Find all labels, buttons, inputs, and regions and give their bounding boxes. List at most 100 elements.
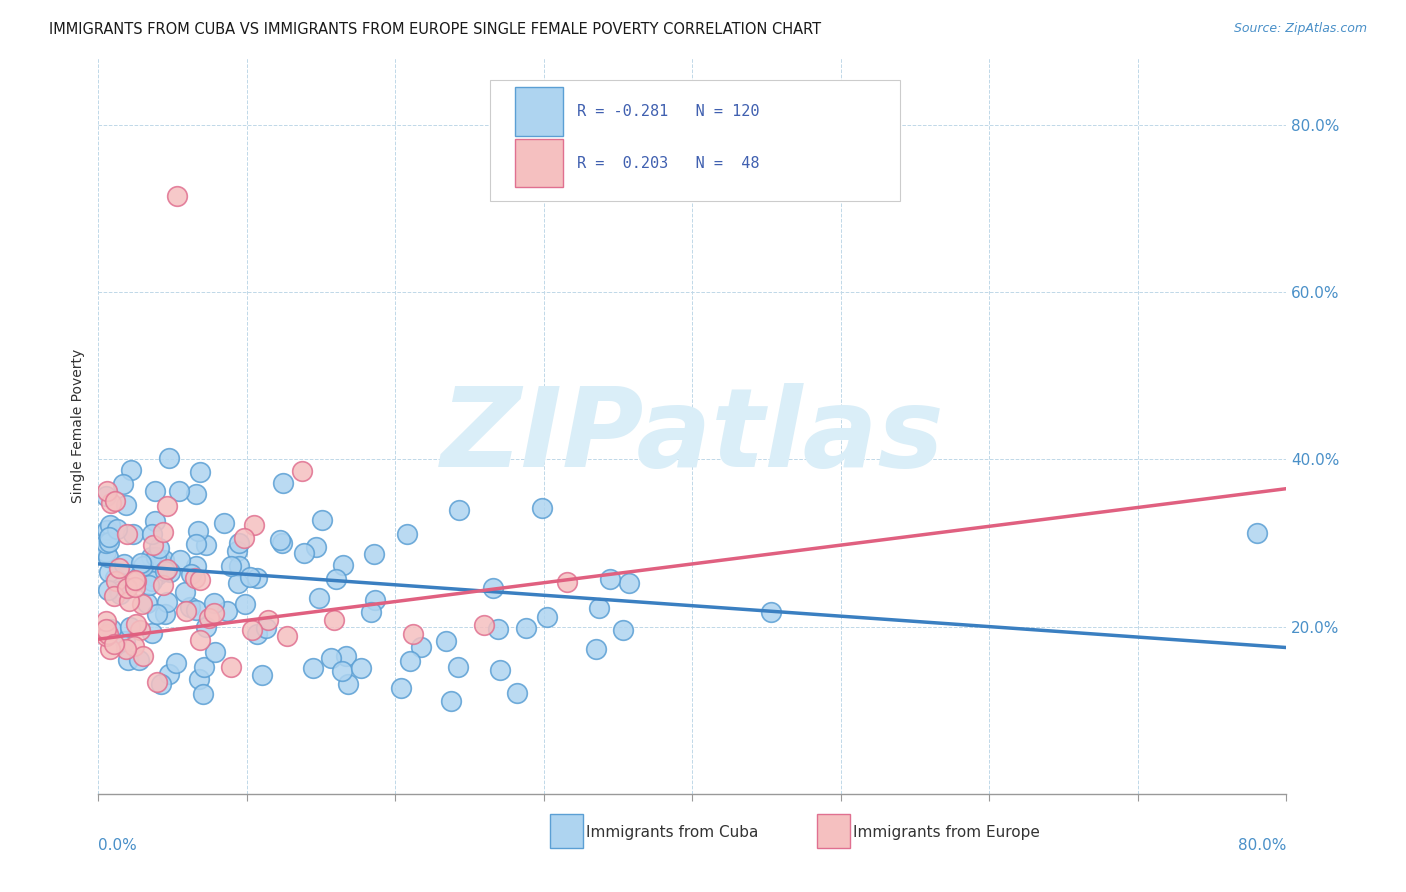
Point <box>96 626 118 640</box>
Point <box>271 475 294 490</box>
Point <box>98 534 121 549</box>
Point <box>243 518 266 533</box>
Point <box>118 594 141 608</box>
Point <box>588 601 610 615</box>
FancyBboxPatch shape <box>817 814 851 848</box>
Point <box>149 554 172 568</box>
Point <box>239 570 262 584</box>
Point <box>204 645 226 659</box>
Point <box>269 533 291 547</box>
Point <box>114 634 136 648</box>
Point <box>186 524 208 538</box>
Text: R = -0.281   N = 120: R = -0.281 N = 120 <box>578 104 759 120</box>
Point <box>146 568 169 582</box>
Point <box>411 640 433 654</box>
Point <box>118 620 141 634</box>
Point <box>153 552 176 566</box>
Point <box>188 574 211 588</box>
Point <box>515 621 537 635</box>
Point <box>136 596 159 610</box>
Point <box>96 483 118 498</box>
Point <box>159 565 181 579</box>
Point <box>184 603 207 617</box>
Point <box>232 531 254 545</box>
Point <box>108 560 131 574</box>
Point <box>103 590 125 604</box>
Point <box>555 575 578 590</box>
Point <box>250 667 273 681</box>
Point <box>129 556 152 570</box>
Point <box>174 585 197 599</box>
Point <box>1246 526 1268 541</box>
Point <box>103 637 125 651</box>
Point <box>323 613 346 627</box>
Point <box>228 559 250 574</box>
Point <box>94 614 117 628</box>
Point <box>169 553 191 567</box>
Point <box>193 660 215 674</box>
Point <box>125 617 148 632</box>
Point <box>105 522 128 536</box>
Point <box>321 650 343 665</box>
Point <box>472 618 495 632</box>
Point <box>129 623 152 637</box>
Point <box>97 565 120 579</box>
Point <box>115 498 138 512</box>
Point <box>112 557 135 571</box>
Point <box>398 654 420 668</box>
Point <box>235 597 257 611</box>
Point <box>617 576 640 591</box>
Point <box>156 595 179 609</box>
Point <box>276 629 298 643</box>
Point <box>100 642 122 657</box>
Point <box>337 676 360 690</box>
Point <box>186 559 208 574</box>
Point <box>531 501 554 516</box>
Point <box>191 687 214 701</box>
Point <box>482 581 505 595</box>
Point <box>153 564 176 578</box>
Point <box>488 663 510 677</box>
Point <box>94 630 117 644</box>
FancyBboxPatch shape <box>491 80 900 202</box>
Point <box>226 576 249 591</box>
Point <box>434 633 457 648</box>
Point <box>221 558 243 573</box>
Point <box>536 610 558 624</box>
Point <box>115 527 138 541</box>
Point <box>100 495 122 509</box>
Point <box>217 604 239 618</box>
Point <box>97 529 120 543</box>
Point <box>131 598 153 612</box>
Point <box>132 558 155 573</box>
Point <box>364 593 387 607</box>
Point <box>759 605 782 619</box>
Text: Immigrants from Europe: Immigrants from Europe <box>853 824 1039 839</box>
Point <box>120 463 142 477</box>
Text: 0.0%: 0.0% <box>98 838 138 853</box>
Point <box>94 623 117 637</box>
Point <box>165 656 187 670</box>
Point <box>142 568 165 582</box>
Point <box>447 659 470 673</box>
Point <box>228 536 250 550</box>
Point <box>292 546 315 560</box>
Point <box>157 450 180 465</box>
Point <box>152 578 174 592</box>
Point <box>440 694 463 708</box>
Point <box>395 526 418 541</box>
Point <box>179 600 201 615</box>
Point <box>363 547 385 561</box>
Point <box>240 624 263 638</box>
Point <box>94 545 117 559</box>
Point <box>202 596 225 610</box>
Point <box>270 536 292 550</box>
Point <box>214 516 236 531</box>
Point <box>612 624 634 638</box>
Point <box>117 653 139 667</box>
Point <box>156 499 179 513</box>
Point <box>246 571 269 585</box>
Point <box>188 672 211 686</box>
Point <box>138 578 160 592</box>
Point <box>125 574 148 589</box>
